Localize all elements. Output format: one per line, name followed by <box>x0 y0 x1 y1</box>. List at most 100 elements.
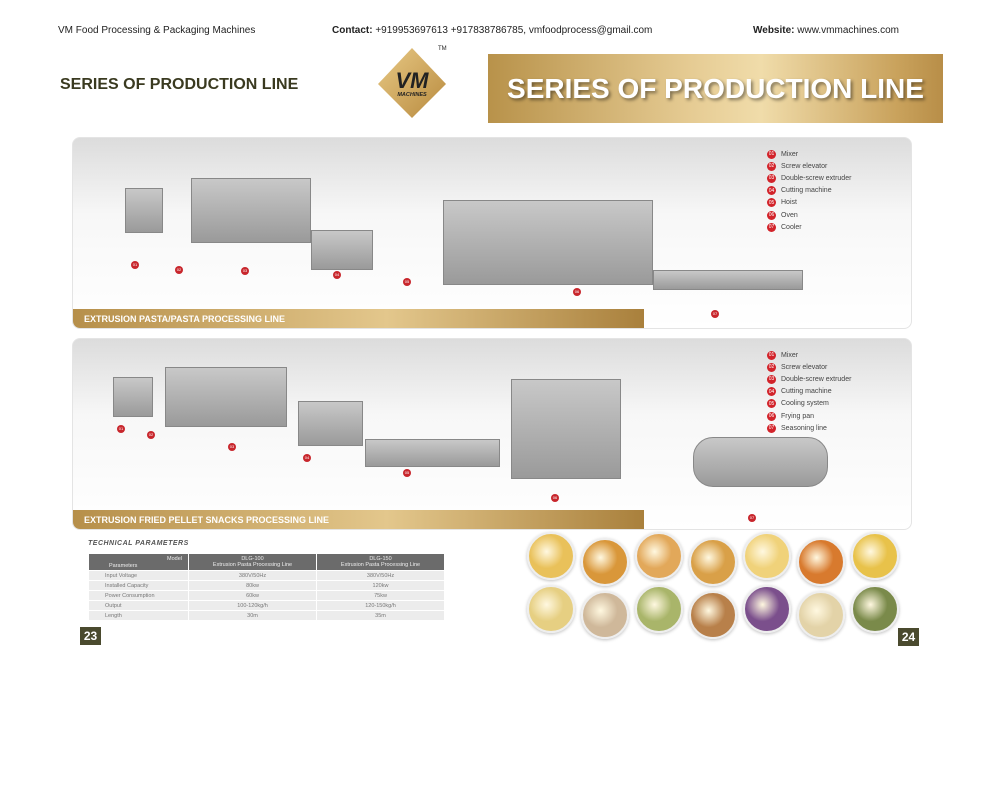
food-product-image <box>797 591 845 639</box>
corner-header: Model Parameters <box>88 553 189 571</box>
legend-label: Cooler <box>781 223 802 231</box>
number-badge: 07 <box>767 423 776 433</box>
machine-image <box>191 178 311 243</box>
food-product-image <box>635 532 683 580</box>
legend-label: Cutting machine <box>781 388 832 396</box>
food-product-image <box>743 585 791 633</box>
line-label: EXTRUSION FRIED PELLET SNACKS PROCESSING… <box>73 510 644 529</box>
food-product-image <box>689 538 737 586</box>
legend: 01 Mixer 02 Screw elevator 03 Double-screw ex… <box>767 148 851 233</box>
marker: 04 <box>333 271 341 279</box>
marker: 07 <box>748 514 756 522</box>
table-row: Output 100-120kg/h 120-150kg/h <box>88 600 445 611</box>
food-product-image <box>851 585 899 633</box>
machine-image <box>113 377 153 417</box>
page-number-left: 23 <box>80 627 101 645</box>
legend-item: 03 Double-screw extruder <box>767 172 851 184</box>
table-cell: 80kw <box>188 580 317 591</box>
machine-image <box>511 379 621 479</box>
machine-image <box>298 401 363 446</box>
title-banner: SERIES OF PRODUCTION LINE <box>488 54 943 123</box>
technical-parameters: TECHNICAL PARAMETERS Model Parameters DLG… <box>88 540 445 621</box>
legend-item: 01 Mixer <box>767 349 851 361</box>
legend-item: 02 Screw elevator <box>767 160 851 172</box>
technical-title: TECHNICAL PARAMETERS <box>88 540 189 547</box>
food-product-image <box>743 532 791 580</box>
number-badge: 02 <box>767 362 776 372</box>
table-cell: Power Consumption <box>88 590 189 601</box>
table-cell: 120-150kg/h <box>316 600 445 611</box>
marker: 05 <box>403 278 411 286</box>
table-cell: 380V/50Hz <box>188 570 317 581</box>
line-label: EXTRUSION PASTA/PASTA PROCESSING LINE <box>73 309 644 328</box>
machine-image <box>365 439 500 467</box>
number-badge: 02 <box>767 161 776 171</box>
legend-item: 05 Cooling system <box>767 398 851 410</box>
legend-label: Screw elevator <box>781 363 828 371</box>
food-product-image <box>527 585 575 633</box>
number-badge: 07 <box>767 222 776 232</box>
number-badge: 05 <box>767 198 776 208</box>
legend-label: Mixer <box>781 351 799 359</box>
legend-label: Mixer <box>781 150 799 158</box>
table-cell: Output <box>88 600 189 611</box>
machine-image <box>443 200 653 285</box>
model-label: Model <box>167 556 182 562</box>
marker: 01 <box>131 261 139 269</box>
marker: 01 <box>117 425 125 433</box>
food-product-image <box>635 585 683 633</box>
table-cell: 60kw <box>188 590 317 601</box>
legend-item: 05 Hoist <box>767 197 851 209</box>
legend-item: 01 Mixer <box>767 148 851 160</box>
food-product-image <box>797 538 845 586</box>
parameters-table: Model Parameters DLG-100 Extrusion Pasta P… <box>88 553 445 621</box>
legend-item: 03 Double-screw extruder <box>767 373 851 385</box>
company-name: VM Food Processing & Packaging Machines <box>58 25 256 36</box>
legend: 01 Mixer 02 Screw elevator 03 Double-screw ex… <box>767 349 851 434</box>
table-cell: Length <box>88 610 189 621</box>
legend-label: Double-screw extruder <box>781 375 852 383</box>
model-name: DLG-100 <box>241 556 264 562</box>
table-row: Installed Capacity 80kw 120kw <box>88 580 445 591</box>
marker: 07 <box>711 310 719 318</box>
machine-image <box>165 367 287 427</box>
legend-label: Screw elevator <box>781 162 828 170</box>
food-product-image <box>581 591 629 639</box>
legend-item: 04 Cutting machine <box>767 386 851 398</box>
contact-info: Contact: +919953697613 +917838786785, vm… <box>332 25 652 36</box>
number-badge: 04 <box>767 387 776 397</box>
machine-image <box>693 437 828 487</box>
number-badge: 06 <box>767 411 776 421</box>
number-badge: 05 <box>767 399 776 409</box>
table-cell: 380V/50Hz <box>316 570 445 581</box>
column-header: DLG-150 Extrusion Pasta Processing Line <box>316 553 445 571</box>
website-label: Website: <box>753 25 795 36</box>
page-number-right: 24 <box>898 628 919 646</box>
marker: 05 <box>403 469 411 477</box>
number-badge: 03 <box>767 173 776 183</box>
table-cell: 100-120kg/h <box>188 600 317 611</box>
machine-image <box>125 188 163 233</box>
table-cell: 30m <box>188 610 317 621</box>
pasta-line-panel: 01 02 03 04 05 06 07 01 Mixer 02 Screw elev… <box>72 137 912 329</box>
legend-label: Double-screw extruder <box>781 174 852 182</box>
marker: 02 <box>147 431 155 439</box>
machine-image <box>311 230 373 270</box>
website-info: Website: www.vmmachines.com <box>753 25 899 36</box>
column-header: DLG-100 Extrusion Pasta Processing Line <box>188 553 317 571</box>
food-product-image <box>689 591 737 639</box>
food-product-image <box>581 538 629 586</box>
model-name: DLG-150 <box>369 556 392 562</box>
legend-item: 04 Cutting machine <box>767 185 851 197</box>
snacks-line-panel: 01 02 03 04 05 06 07 01 Mixer 02 Screw elev… <box>72 338 912 530</box>
table-cell: 75kw <box>316 590 445 601</box>
number-badge: 06 <box>767 210 776 220</box>
legend-label: Seasoning line <box>781 424 827 432</box>
legend-item: 07 Cooler <box>767 221 851 233</box>
legend-label: Cooling system <box>781 400 829 408</box>
marker: 02 <box>175 266 183 274</box>
food-product-image <box>527 532 575 580</box>
table-cell: 120kw <box>316 580 445 591</box>
legend-item: 07 Seasoning line <box>767 422 851 434</box>
legend-item: 06 Oven <box>767 209 851 221</box>
